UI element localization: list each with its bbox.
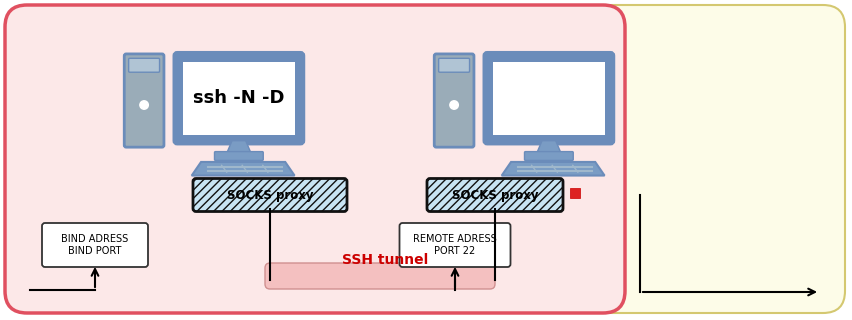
FancyBboxPatch shape	[525, 152, 573, 160]
FancyBboxPatch shape	[590, 5, 845, 313]
FancyBboxPatch shape	[129, 58, 159, 72]
FancyBboxPatch shape	[5, 5, 625, 313]
Circle shape	[140, 101, 148, 109]
FancyBboxPatch shape	[570, 188, 580, 198]
FancyBboxPatch shape	[439, 58, 469, 72]
Polygon shape	[192, 162, 295, 176]
Text: SSH tunnel: SSH tunnel	[342, 253, 428, 267]
FancyBboxPatch shape	[124, 54, 164, 147]
FancyBboxPatch shape	[42, 223, 148, 267]
FancyBboxPatch shape	[435, 54, 474, 147]
Circle shape	[450, 101, 458, 109]
Text: REMOTE ADRESS
PORT 22: REMOTE ADRESS PORT 22	[413, 234, 497, 256]
Polygon shape	[537, 141, 561, 153]
Text: BIND ADRESS
BIND PORT: BIND ADRESS BIND PORT	[61, 234, 129, 256]
FancyBboxPatch shape	[484, 53, 613, 144]
FancyBboxPatch shape	[265, 263, 495, 289]
Text: SOCKS proxy: SOCKS proxy	[452, 188, 538, 202]
FancyBboxPatch shape	[175, 53, 303, 144]
Polygon shape	[502, 162, 605, 176]
FancyBboxPatch shape	[400, 223, 510, 267]
FancyBboxPatch shape	[493, 62, 605, 135]
FancyBboxPatch shape	[183, 62, 295, 135]
Polygon shape	[227, 141, 250, 153]
FancyBboxPatch shape	[215, 152, 263, 160]
FancyBboxPatch shape	[193, 179, 347, 212]
Text: ssh -N -D: ssh -N -D	[193, 89, 285, 107]
FancyBboxPatch shape	[427, 179, 563, 212]
Text: SOCKS proxy: SOCKS proxy	[227, 188, 314, 202]
